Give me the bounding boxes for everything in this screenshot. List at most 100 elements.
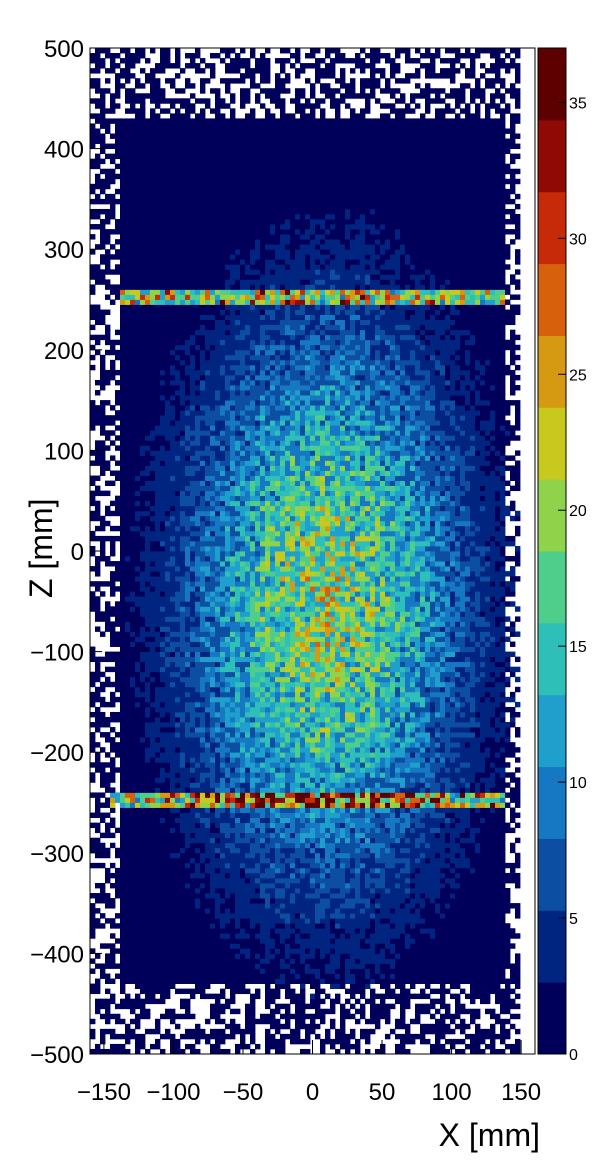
heatmap-cell: [125, 73, 131, 79]
heatmap-cell: [100, 540, 106, 547]
heatmap-cell: [230, 777, 236, 783]
heatmap-cell: [95, 158, 101, 165]
heatmap-cell: [135, 747, 141, 753]
heatmap-cell: [200, 812, 206, 818]
heatmap-cell: [150, 475, 156, 481]
heatmap-cell: [210, 888, 216, 894]
heatmap-cell: [160, 676, 166, 683]
heatmap-cell: [195, 269, 201, 275]
heatmap-cell: [225, 596, 231, 602]
heatmap-cell: [135, 1043, 141, 1050]
heatmap-cell: [195, 968, 201, 974]
heatmap-cell: [190, 254, 196, 260]
heatmap-cell: [125, 460, 131, 466]
heatmap-cell: [220, 757, 226, 763]
heatmap-cell: [145, 918, 151, 924]
heatmap-cell: [100, 410, 106, 416]
heatmap-cell: [140, 450, 146, 456]
heatmap-cell: [215, 701, 221, 708]
heatmap-cell: [190, 656, 196, 663]
heatmap-cell: [205, 882, 211, 889]
heatmap-cell: [100, 882, 106, 889]
heatmap-cell: [160, 641, 166, 647]
heatmap-cell: [165, 782, 171, 788]
heatmap-cell: [155, 606, 161, 612]
heatmap-cell: [150, 862, 156, 869]
heatmap-cell: [210, 767, 216, 773]
heatmap-cell: [145, 877, 151, 884]
heatmap-cell: [175, 596, 181, 602]
heatmap-cell: [195, 742, 201, 748]
heatmap-cell: [195, 686, 201, 693]
heatmap-cell: [125, 706, 131, 713]
heatmap-cell: [105, 893, 111, 899]
heatmap-cell: [200, 229, 206, 235]
heatmap-cell: [165, 591, 171, 597]
heatmap-cell: [205, 138, 211, 144]
heatmap-cell: [200, 400, 206, 406]
heatmap-cell: [205, 596, 211, 602]
heatmap-cell: [215, 364, 221, 371]
heatmap-cell: [205, 173, 211, 180]
heatmap-cell: [220, 908, 226, 914]
heatmap-cell: [145, 390, 151, 396]
heatmap-cell: [100, 314, 106, 321]
heatmap-cell: [215, 842, 221, 849]
heatmap-cell: [205, 968, 211, 974]
heatmap-cell: [150, 722, 156, 728]
heatmap-cell: [115, 561, 121, 567]
heatmap-cell: [170, 364, 176, 371]
heatmap-cell: [190, 410, 196, 416]
heatmap-cell: [105, 872, 111, 879]
heatmap-cell: [185, 903, 191, 909]
heatmap-cell: [200, 857, 206, 864]
heatmap-cell: [130, 188, 136, 195]
heatmap-cell: [180, 420, 186, 426]
heatmap-cell: [115, 123, 121, 129]
heatmap-cell: [200, 551, 206, 557]
heatmap-cell: [230, 314, 236, 321]
heatmap-cell: [95, 98, 101, 104]
heatmap-cell: [165, 274, 171, 280]
heatmap-cell: [225, 178, 231, 185]
heatmap-cell: [170, 510, 176, 517]
heatmap-cell: [210, 334, 216, 341]
heatmap-cell: [150, 505, 156, 512]
heatmap-cell: [145, 168, 151, 175]
heatmap-cell: [95, 978, 101, 984]
heatmap-cell: [230, 737, 236, 743]
heatmap-cell: [130, 259, 136, 265]
heatmap-cell: [220, 681, 226, 688]
heatmap-cell: [145, 807, 151, 813]
heatmap-cell: [95, 696, 101, 703]
heatmap-cell: [165, 822, 171, 829]
heatmap-cell: [160, 500, 166, 507]
heatmap-cell: [120, 973, 126, 979]
heatmap-cell: [215, 168, 221, 175]
heatmap-cell: [185, 822, 191, 829]
heatmap-cell: [215, 379, 221, 386]
heatmap-cell: [200, 576, 206, 582]
heatmap-cell: [180, 686, 186, 693]
heatmap-cell: [165, 269, 171, 275]
heatmap-cell: [155, 203, 161, 210]
heatmap-cell: [170, 727, 176, 733]
heatmap-cell: [145, 616, 151, 622]
heatmap-cell: [185, 410, 191, 416]
heatmap-cell: [180, 193, 186, 200]
heatmap-cell: [205, 198, 211, 205]
heatmap-cell: [205, 978, 211, 984]
heatmap-cell: [135, 817, 141, 824]
heatmap-cell: [100, 168, 106, 175]
heatmap-cell: [170, 254, 176, 260]
heatmap-cell: [120, 641, 126, 647]
heatmap-cell: [135, 732, 141, 738]
heatmap-cell: [145, 415, 151, 421]
heatmap-cell: [190, 445, 196, 451]
heatmap-cell: [95, 757, 101, 763]
heatmap-cell: [120, 1018, 126, 1025]
heatmap-cell: [160, 827, 166, 834]
heatmap-cell: [210, 792, 216, 798]
heatmap-cell: [225, 601, 231, 607]
heatmap-cell: [205, 913, 211, 919]
